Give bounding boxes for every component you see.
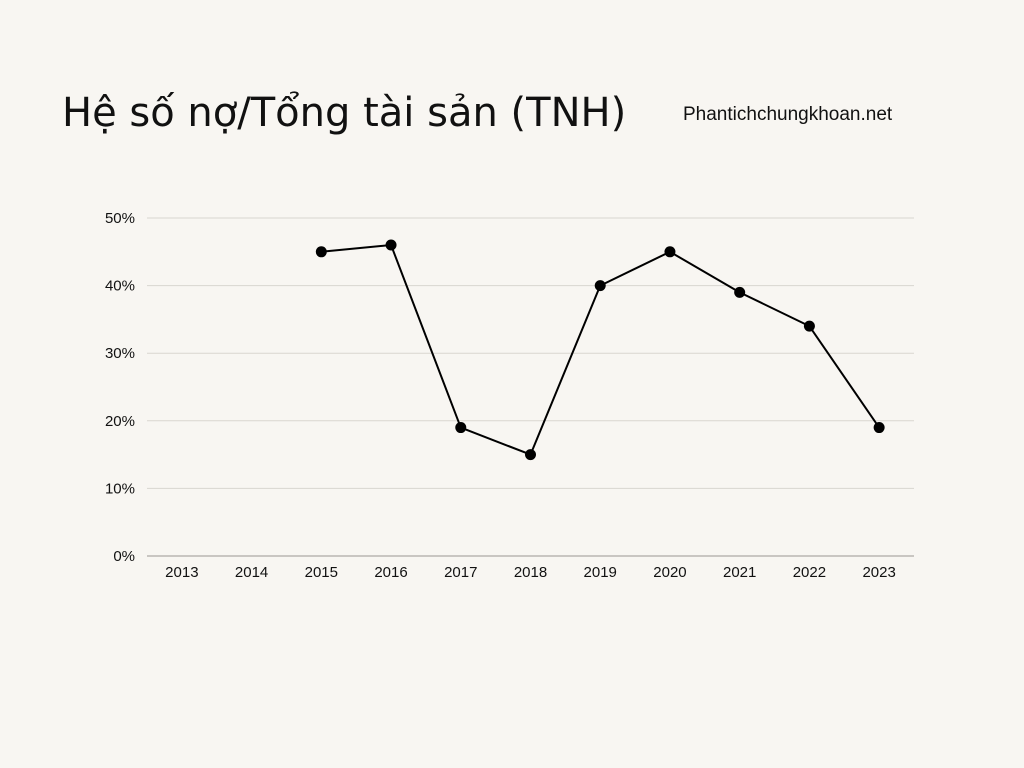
x-tick-label: 2022 <box>793 564 826 581</box>
data-point <box>873 422 885 434</box>
x-tick-label: 2014 <box>235 564 268 581</box>
x-tick-label: 2016 <box>374 564 407 581</box>
x-tick-label: 2023 <box>862 564 895 581</box>
y-tick-label: 50% <box>105 210 135 227</box>
series-line <box>321 244 880 456</box>
data-point <box>455 422 467 434</box>
y-tick-label: 10% <box>105 480 135 497</box>
series-layer <box>315 239 885 461</box>
y-tick-label: 40% <box>105 278 135 295</box>
data-point <box>664 246 676 258</box>
gridlines <box>147 217 914 489</box>
data-point <box>803 320 815 332</box>
chart-title: Hệ số nợ/Tổng tài sản (TNH) <box>62 90 627 136</box>
x-axis-tick-labels: 2013 2014 2015 2016 2017 2018 2019 2020 2021 2022… <box>165 564 896 581</box>
data-point <box>734 286 746 298</box>
y-tick-label: 30% <box>105 345 135 362</box>
data-point <box>525 449 536 461</box>
x-tick-label: 2013 <box>165 564 198 581</box>
data-point <box>594 280 606 292</box>
x-tick-label: 2021 <box>723 564 756 581</box>
y-axis-tick-labels: 0% 10% 20% 30% 40% 50% <box>105 210 135 565</box>
y-tick-label: 20% <box>105 413 135 430</box>
data-point <box>315 246 327 258</box>
x-tick-label: 2020 <box>653 564 686 581</box>
y-tick-label: 0% <box>113 548 135 565</box>
x-tick-label: 2017 <box>444 564 477 581</box>
x-tick-label: 2015 <box>305 564 338 581</box>
x-tick-label: 2018 <box>514 564 547 581</box>
source-label: Phantichchungkhoan.net <box>683 104 893 125</box>
x-tick-label: 2019 <box>584 564 617 581</box>
data-point <box>385 239 397 251</box>
